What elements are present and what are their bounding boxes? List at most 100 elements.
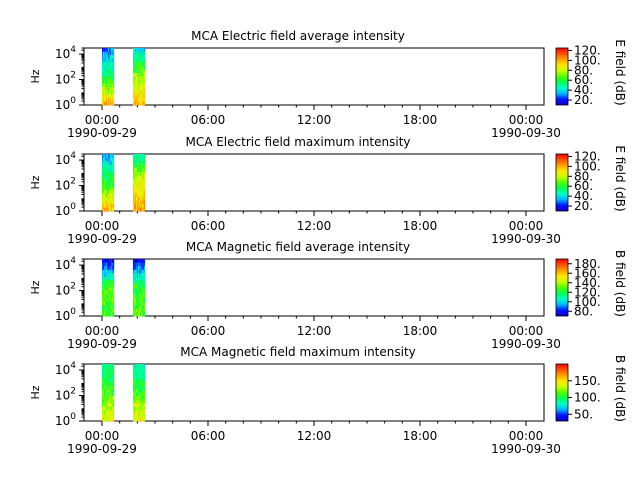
spectrogram-cell [103, 175, 106, 180]
spectrogram-cell [143, 161, 146, 166]
spectrogram-cell [135, 203, 138, 208]
spectrogram-cell [141, 154, 144, 158]
spectrogram-cell [109, 269, 112, 274]
spectrogram-cell [111, 207, 114, 212]
spectrogram-cell [103, 97, 106, 102]
spectrogram-cell [104, 97, 107, 102]
spectrogram-cell [106, 305, 109, 310]
spectrogram-cell [102, 413, 104, 418]
spectrogram-cell [141, 298, 144, 303]
spectrogram-cell [139, 298, 142, 303]
spectrogram-cell [110, 154, 113, 158]
spectrogram-cell [139, 371, 142, 376]
spectrogram-cell [108, 287, 111, 292]
spectrogram-cell [139, 154, 142, 158]
spectrogram-cell [107, 90, 110, 95]
spectrogram-cell [102, 69, 104, 74]
spectrogram-cell [108, 392, 111, 397]
spectrogram-cell [107, 298, 110, 303]
spectrogram-cell [143, 312, 146, 317]
spectrogram-cell [109, 72, 112, 77]
spectrogram-cell [138, 378, 141, 383]
colorbar-tick-label: 100. [574, 391, 601, 405]
spectrogram-cell [138, 101, 141, 106]
spectrogram-cell [133, 298, 136, 303]
spectrogram-cell [104, 378, 107, 383]
spectrogram-cell [106, 259, 109, 263]
spectrogram-cell [106, 367, 109, 372]
spectrogram-cell [111, 83, 114, 88]
spectrogram-cell [143, 168, 146, 173]
spectrogram-cell [109, 196, 112, 201]
spectrogram-cell [132, 378, 135, 383]
spectrogram-cell [105, 72, 108, 77]
spectrogram-cell [140, 266, 143, 271]
spectrogram-cell [136, 200, 139, 205]
spectrogram-cell [134, 97, 137, 102]
colorbar [555, 153, 569, 212]
spectrogram-cell [104, 417, 107, 422]
spectrogram-cell [104, 413, 107, 418]
spectrogram-cell [112, 94, 115, 99]
spectrogram-cell [135, 161, 138, 166]
spectrogram-cell [142, 287, 145, 292]
spectrogram-cell [108, 294, 111, 299]
spectrogram-cell [138, 291, 141, 296]
spectrogram-cell [106, 94, 109, 99]
spectrogram-cell [140, 276, 143, 281]
spectrogram-cell [133, 97, 136, 102]
spectrogram-cell [104, 269, 107, 274]
spectrogram-cell [136, 262, 139, 267]
plot-frame [83, 363, 545, 422]
spectrogram-cell [105, 283, 108, 288]
spectrogram-cell [112, 65, 115, 70]
spectrogram-cell [134, 203, 137, 208]
y-tick-label: 104 [55, 45, 76, 61]
spectrogram-cell [107, 101, 110, 106]
spectrogram-cell [141, 178, 144, 183]
spectrogram-cell [103, 273, 106, 278]
spectrogram-cell [111, 406, 114, 411]
spectrogram-cell [107, 171, 110, 176]
spectrogram-cell [133, 189, 136, 194]
spectrogram-cell [111, 196, 114, 201]
spectrogram-cell [133, 80, 136, 85]
spectrogram-cell [134, 371, 137, 376]
spectrogram-cell [136, 178, 139, 183]
spectrogram-cell [134, 101, 137, 106]
spectrogram-cell [110, 76, 113, 81]
spectrogram-cell [138, 203, 141, 208]
spectrogram-cell [138, 413, 141, 418]
spectrogram-cell [137, 374, 140, 379]
spectrogram-cell [102, 97, 104, 102]
spectrogram-cell [140, 399, 143, 404]
spectrogram-cell [104, 196, 107, 201]
spectrogram-cell [139, 262, 142, 267]
spectrogram-cell [141, 403, 144, 408]
spectrogram-cell [133, 364, 136, 368]
spectrogram-cell [109, 417, 112, 422]
spectrogram-cell [104, 94, 107, 99]
spectrogram-cell [105, 266, 108, 271]
spectrogram-cell [107, 51, 110, 56]
y-axis-label: Hz [29, 385, 42, 399]
spectrogram-cell [143, 392, 146, 397]
spectrogram-cell [143, 182, 146, 187]
spectrogram-cell [107, 374, 110, 379]
spectrogram-cell [111, 90, 114, 95]
spectrogram-cell [142, 203, 145, 208]
spectrogram-cell [143, 294, 146, 299]
spectrogram-cell [142, 72, 145, 77]
spectrogram-cell [139, 83, 142, 88]
spectrogram-cell [111, 385, 114, 390]
spectrogram-cell [110, 55, 113, 60]
spectrogram-cell [108, 291, 111, 296]
spectrogram-cell [137, 171, 140, 176]
spectrogram-cell [109, 294, 112, 299]
spectrogram-cell [141, 65, 144, 70]
spectrogram-cell [110, 298, 113, 303]
chart-title: MCA Electric field average intensity [191, 29, 405, 43]
spectrogram-cell [132, 200, 135, 205]
x-tick-label: 06:00 [191, 429, 226, 443]
spectrogram-cell [138, 308, 141, 313]
